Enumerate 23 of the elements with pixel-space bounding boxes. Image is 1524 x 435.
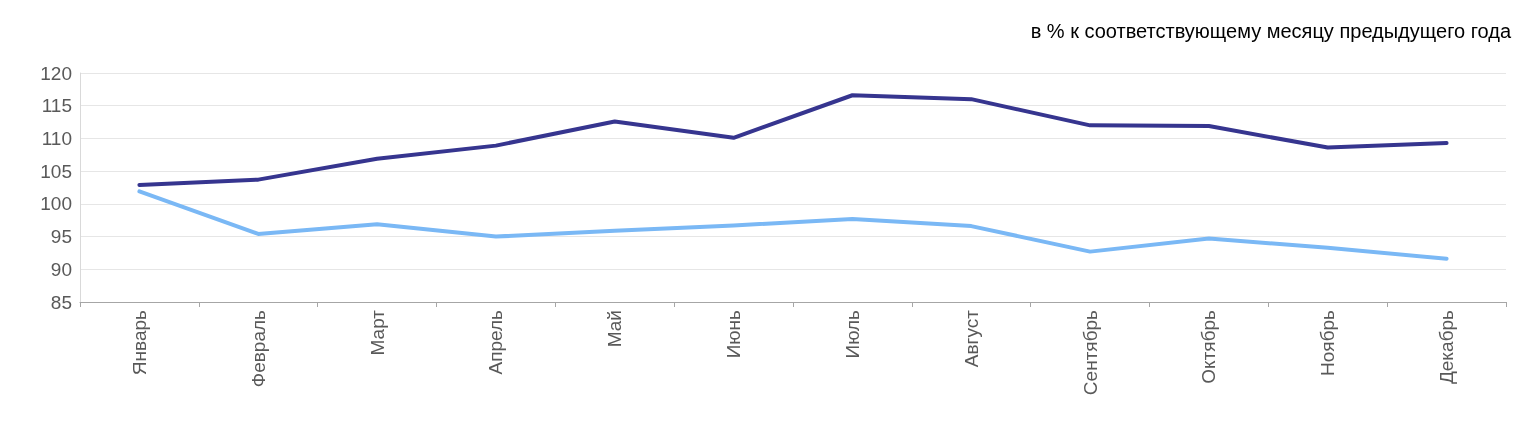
x-tick-label: Май [604, 310, 626, 348]
x-tick-label: Март [366, 309, 388, 356]
x-tick-label: Ноябрь [1317, 309, 1339, 376]
y-tick-label: 120 [40, 62, 72, 84]
y-tick-label: 110 [41, 127, 72, 149]
x-tick-label: Октябрь [1198, 309, 1220, 384]
y-tick-label: 100 [40, 193, 72, 215]
x-tick-label: Июль [841, 309, 863, 359]
line-series [137, 189, 1449, 261]
x-tick-label: Февраль [247, 309, 269, 388]
y-tick-label: 85 [50, 291, 72, 313]
x-tick-label: Сентябрь [1079, 309, 1101, 396]
y-tick-label: 90 [50, 258, 72, 280]
x-tick-label: Июнь [723, 309, 745, 359]
line-series [137, 93, 1449, 187]
y-tick-label: 95 [50, 226, 72, 248]
chart-title: в % к соответствующему месяцу предыдущего года [1030, 20, 1512, 42]
x-tick-label: Август [960, 309, 982, 368]
y-tick-label: 115 [41, 95, 72, 117]
x-tick-label: Январь [128, 309, 150, 376]
x-tick-label: Апрель [485, 309, 507, 375]
x-tick-label: Декабрь [1436, 309, 1458, 385]
y-tick-label: 105 [40, 160, 72, 182]
